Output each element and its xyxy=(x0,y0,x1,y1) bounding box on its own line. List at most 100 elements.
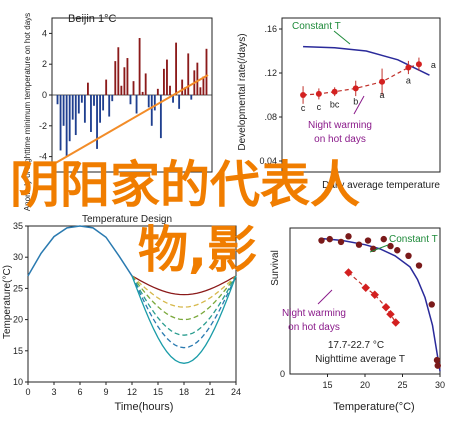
anomaly-bar xyxy=(71,95,74,120)
survival-constant-point xyxy=(434,362,441,369)
design-ytick-label: 35 xyxy=(13,221,23,231)
anomaly-ytick-label: 4 xyxy=(42,28,47,38)
anomaly-bar xyxy=(169,85,171,95)
design-day-curve xyxy=(27,225,133,277)
survival-frame xyxy=(289,227,441,375)
survival-night-point xyxy=(361,283,370,293)
panel-rate: Developmental rate(/days) 0.04.08.12.16 … xyxy=(237,17,441,191)
rate-ytick-label: 0.04 xyxy=(259,156,277,166)
rate-ytick-label: .08 xyxy=(264,112,277,122)
anomaly-trend-line xyxy=(55,74,209,164)
anomaly-bar xyxy=(105,79,108,95)
rate-point-letter: c xyxy=(301,103,306,113)
anomaly-bar xyxy=(166,59,168,95)
survival-constant-point xyxy=(405,252,412,260)
design-night-curve xyxy=(131,275,237,308)
anomaly-bar xyxy=(102,95,105,111)
rate-night-label-line1: Night warming xyxy=(308,120,372,131)
anomaly-bar xyxy=(163,68,165,95)
rate-point-letter: bc xyxy=(330,100,340,110)
anomaly-bar xyxy=(175,42,177,95)
survival-constant-point xyxy=(326,235,333,243)
anomaly-bar xyxy=(156,88,159,95)
rate-point xyxy=(315,90,322,97)
survival-constant-point xyxy=(345,233,352,240)
rate-night-line xyxy=(303,63,420,96)
survival-ytick-label: 0 xyxy=(280,369,285,379)
design-xtick-label: 3 xyxy=(51,387,56,397)
rate-point xyxy=(352,85,359,92)
design-night-curve xyxy=(131,275,237,349)
anomaly-bar xyxy=(65,95,68,157)
anomaly-bar xyxy=(77,95,80,114)
rate-night-label-line2: on hot days xyxy=(314,134,366,145)
design-xtick-label: 12 xyxy=(127,387,137,397)
anomaly-bar xyxy=(90,95,92,132)
anomaly-bar xyxy=(184,87,187,95)
anomaly-ytick-label: 2 xyxy=(42,59,47,69)
design-xtick-label: 24 xyxy=(231,387,241,397)
rate-point-letter: c xyxy=(317,102,322,112)
rate-point xyxy=(379,78,386,85)
anomaly-bar xyxy=(83,95,86,123)
anomaly-bar xyxy=(117,47,120,95)
anomaly-ylabel: Anomaly of nighttime minimum temperature… xyxy=(23,13,32,211)
rate-night-arrow xyxy=(353,95,365,115)
design-night-curve xyxy=(131,275,237,364)
anomaly-bar xyxy=(126,58,129,95)
rate-point xyxy=(405,64,412,71)
survival-constant-arrow xyxy=(369,244,389,253)
survival-constant-point xyxy=(380,235,387,243)
rate-frame xyxy=(281,17,441,173)
anomaly-ytick-label: -2 xyxy=(39,121,47,131)
survival-xtick-label: 20 xyxy=(360,380,370,390)
rate-point-letter: b xyxy=(353,96,358,106)
anomaly-bar xyxy=(56,95,59,105)
rate-point-letter: a xyxy=(431,60,436,70)
design-frame xyxy=(27,225,237,383)
survival-ylabel: Survival xyxy=(270,250,281,286)
anomaly-bar xyxy=(80,95,83,103)
rate-constant-arrow xyxy=(333,30,351,45)
survival-xtick-label: 30 xyxy=(435,380,445,390)
survival-night-point xyxy=(381,303,391,312)
design-ytick-label: 25 xyxy=(13,283,23,293)
anomaly-bar xyxy=(138,38,141,95)
anomaly-bar xyxy=(141,91,144,95)
survival-constant-point xyxy=(387,242,394,250)
survival-constant-point xyxy=(364,237,372,244)
anomaly-bar xyxy=(159,95,162,139)
design-xtick-label: 18 xyxy=(179,387,189,397)
anomaly-bar xyxy=(181,79,184,95)
rate-point xyxy=(331,88,338,95)
anomaly-bar xyxy=(178,95,181,109)
anomaly-bar xyxy=(202,76,205,95)
survival-constant-fit xyxy=(319,237,441,372)
rate-point-letter: a xyxy=(380,90,385,100)
anomaly-bar xyxy=(147,95,150,108)
panel-survival: Survival Temperature(°C) 15 20 25 30 0 Const… xyxy=(270,227,445,413)
anomaly-bar xyxy=(99,95,101,123)
anomaly-bar xyxy=(135,95,138,114)
rate-point xyxy=(415,61,422,68)
survival-constant-point xyxy=(394,247,401,254)
panel-design: Temperature Design Temperature(°C) Time(… xyxy=(2,214,241,413)
anomaly-bar xyxy=(93,95,95,106)
design-xtick-label: 6 xyxy=(77,387,82,397)
design-night-curve xyxy=(131,275,237,321)
anomaly-bar xyxy=(132,81,135,95)
anomaly-bar xyxy=(190,95,193,100)
design-xlabel: Time(hours) xyxy=(115,401,174,413)
survival-constant-point xyxy=(433,356,441,364)
panel-anomaly: Beijin 1°C Anomaly of nighttime minimum … xyxy=(23,13,213,211)
survival-night-point xyxy=(386,309,395,319)
anomaly-ytick-label: 0 xyxy=(42,90,47,100)
survival-night-line xyxy=(348,272,397,323)
anomaly-bar xyxy=(108,95,111,117)
anomaly-bar xyxy=(74,95,77,136)
anomaly-bar xyxy=(96,95,98,149)
anomaly-bar xyxy=(199,87,202,95)
survival-night-point xyxy=(344,268,353,277)
survival-constant-label: Constant T xyxy=(389,234,438,245)
